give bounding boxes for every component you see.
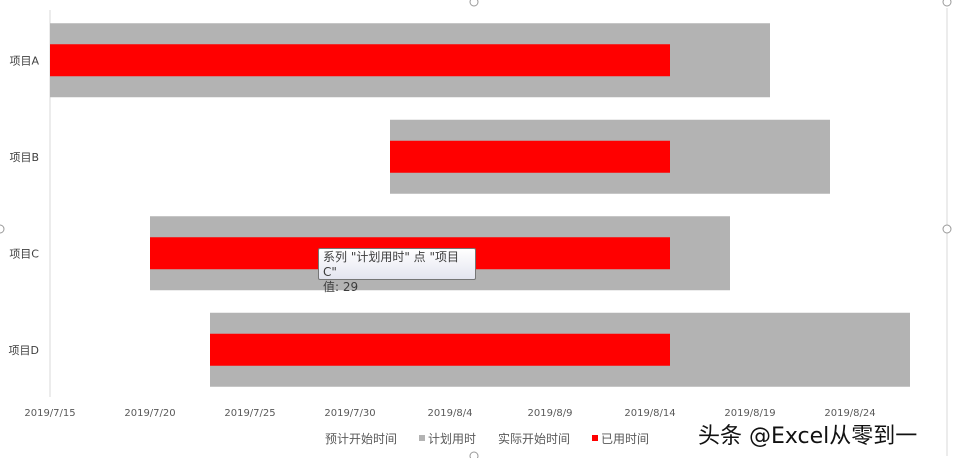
resize-handle[interactable]	[469, 0, 479, 7]
legend-swatch[interactable]	[592, 435, 598, 441]
resize-handle[interactable]	[469, 451, 479, 458]
category-label: 项目A	[9, 54, 39, 67]
legend-label: 实际开始时间	[498, 431, 570, 446]
x-tick-label: 2019/7/30	[324, 408, 375, 419]
resize-handle[interactable]	[0, 224, 5, 234]
chart-tooltip: 系列 "计划用时" 点 "项目C" 值: 29	[318, 248, 476, 294]
legend-label: 已用时间	[601, 432, 649, 446]
category-label: 项目D	[9, 344, 39, 357]
bar-used-time[interactable]	[390, 140, 670, 173]
x-tick-label: 2019/7/25	[224, 408, 275, 419]
x-tick-label: 2019/8/9	[528, 408, 573, 419]
watermark: 头条 @Excel从零到一	[698, 424, 918, 449]
legend-label: 计划用时	[428, 432, 476, 446]
legend-label: 预计开始时间	[325, 432, 397, 446]
resize-handle[interactable]	[942, 0, 952, 7]
x-tick-label: 2019/8/14	[624, 408, 675, 419]
resize-handle[interactable]	[942, 224, 952, 234]
category-label: 项目B	[9, 151, 39, 164]
x-tick-label: 2019/8/4	[428, 408, 473, 419]
bar-used-time[interactable]	[50, 44, 670, 77]
tooltip-value: 值: 29	[323, 280, 359, 294]
x-tick-label: 2019/8/24	[824, 408, 875, 419]
legend-swatch[interactable]	[419, 435, 425, 441]
bar-used-time[interactable]	[210, 333, 670, 366]
category-label: 项目C	[9, 247, 39, 260]
tooltip-series-point: 系列 "计划用时" 点 "项目C"	[323, 250, 460, 279]
x-tick-label: 2019/7/20	[124, 408, 175, 419]
x-tick-label: 2019/8/19	[724, 408, 775, 419]
x-tick-label: 2019/7/15	[24, 408, 75, 419]
